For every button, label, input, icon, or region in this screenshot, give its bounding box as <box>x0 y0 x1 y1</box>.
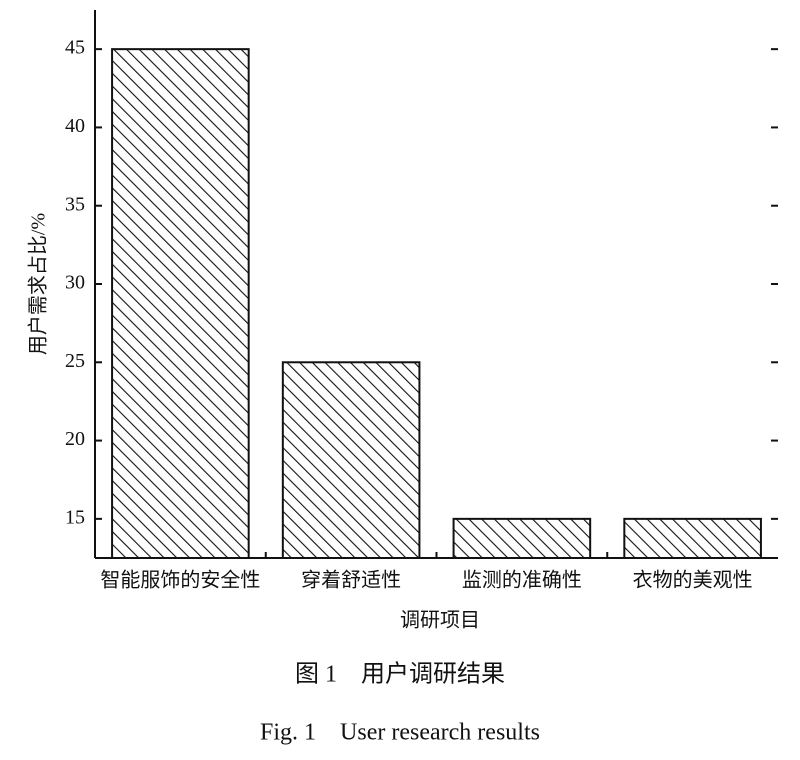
x-tick-label: 监测的准确性 <box>462 569 582 592</box>
x-axis-label: 调研项目 <box>400 609 480 632</box>
y-tick-label: 25 <box>65 350 85 372</box>
caption-cn: 图 1 用户调研结果 <box>295 661 505 688</box>
y-axis-label: 用户需求占比/% <box>27 213 50 355</box>
y-tick-label: 45 <box>65 37 85 59</box>
y-tick-label: 30 <box>65 272 85 294</box>
bar <box>111 48 250 560</box>
x-tick-label: 穿着舒适性 <box>301 569 401 592</box>
bar <box>452 517 592 559</box>
y-tick-label: 35 <box>65 193 85 215</box>
caption-en: Fig. 1 User research results <box>260 720 540 746</box>
y-tick-label: 40 <box>65 115 85 137</box>
bar <box>623 517 762 559</box>
bar <box>281 361 421 559</box>
y-tick-label: 15 <box>65 506 85 528</box>
y-tick-label: 20 <box>65 428 85 450</box>
x-tick-label: 智能服饰的安全性 <box>100 569 260 592</box>
x-tick-label: 衣物的美观性 <box>633 569 753 592</box>
